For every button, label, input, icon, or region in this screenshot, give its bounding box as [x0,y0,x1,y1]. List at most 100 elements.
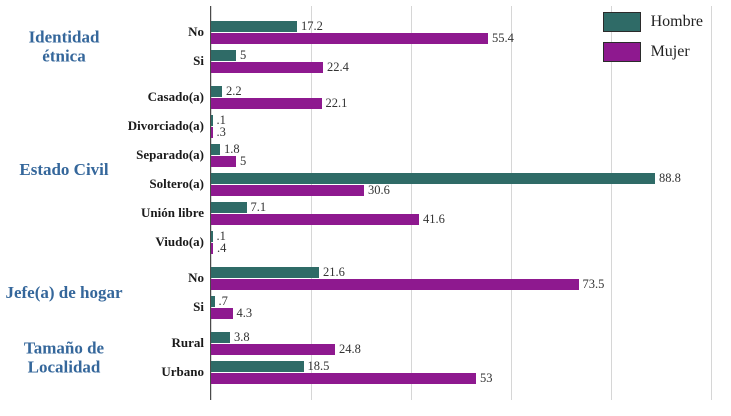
value-label: 3.8 [234,329,250,344]
bar-row: Si 5 22.4 [193,49,711,73]
bar-row: No 21.6 73.5 [188,266,711,290]
bar-hombre: 5 [211,49,711,61]
bar-rect-mujer [211,213,419,225]
value-label: .7 [218,293,228,308]
bar-row: Separado(a) 1.8 5 [136,143,711,167]
bar-row: Divorciado(a) .1.3 [128,114,711,138]
bar-rect-hombre [211,295,215,307]
value-label: 4.3 [236,305,253,320]
value-label: 22.4 [327,59,349,74]
bar-rect-hombre [211,114,213,126]
bar-rect-mujer [211,126,213,138]
category-label: Casado(a) [147,89,204,104]
legend-label-hombre: Hombre [650,13,703,30]
bar-rect-mujer [211,343,335,355]
bar-hombre: 2.2 [211,85,711,97]
value-label: .3 [216,124,226,139]
bar-mujer: 55.4 [211,32,711,44]
bar-hombre: .1 [211,114,711,126]
bar-mujer: 22.4 [211,61,711,73]
legend-swatch-hombre [602,12,641,32]
category-group: Tamaño de Localidad Rural 3.8 24.8 Urbano 18.… [24,331,711,384]
value-label: 24.8 [339,341,361,356]
value-label: 22.1 [325,95,348,110]
bar-rect-mujer [211,97,322,109]
bar-rect-hombre [211,201,247,213]
bar-hombre: .7 [211,295,711,307]
bar-rect-hombre [211,360,304,372]
value-label: 73.5 [582,276,605,291]
section-label: Estado Civil [19,159,109,179]
bar-mujer: 41.6 [211,213,711,225]
value-label: 30.6 [368,182,390,197]
bar-hombre: 18.5 [211,360,711,372]
bar-row: Si .7 4.3 [193,295,711,319]
category-label: Unión libre [141,205,204,220]
value-label: .1 [216,112,226,127]
bar-rect-mujer [211,278,579,290]
legend-item-mujer: Mujer [602,42,703,62]
bar-hombre: 88.8 [211,172,711,184]
value-label: .4 [217,240,227,255]
bar-rect-hombre [211,85,222,97]
bar-row: Viudo(a) .1.4 [155,230,711,255]
legend: Hombre Mujer [602,12,703,62]
value-label: 2.2 [226,83,242,98]
bar-mujer: 30.6 [211,184,711,196]
bar-rect-mujer [211,61,323,73]
value-label: 17.2 [301,18,323,33]
category-label: No [188,24,204,39]
category-label: Rural [171,335,205,350]
legend-item-hombre: Hombre [602,12,703,32]
bar-rect-mujer [211,307,233,319]
bar-hombre: 7.1 [211,201,711,213]
bar-rect-mujer [211,372,476,384]
bar-mujer: 22.1 [211,97,711,109]
category-label: Soltero(a) [149,176,204,191]
category-label: Urbano [161,364,204,379]
bar-hombre: 21.6 [211,266,711,278]
bar-rect-mujer [211,184,364,196]
value-label: 88.8 [659,170,681,185]
bar-row: Rural 3.8 24.8 [172,331,711,355]
bar-mujer: 5 [211,155,711,167]
bar-mujer: .3 [211,126,711,138]
bar-row: Soltero(a) 88.8 30.6 [149,172,711,196]
bar-row: No 17.2 55.4 [188,20,711,44]
bar-row: Urbano 18.5 53 [161,360,711,384]
chart-body: Identidad étnica No 17.2 55.4 Si 5 22.4 Estado … [5,6,712,400]
section-label: Jefe(a) de hogar [5,282,123,302]
bar-hombre: .1 [211,230,711,242]
bar-hombre: 17.2 [211,20,711,32]
bar-row: Unión libre 7.1 41.6 [141,201,711,225]
category-label: Si [193,299,204,314]
bar-rect-mujer [211,155,236,167]
legend-swatch-mujer [602,42,641,62]
category-label: Divorciado(a) [127,118,204,133]
bar-row: Casado(a) 2.2 22.1 [148,85,711,109]
value-label: 5 [240,47,247,62]
value-label: 1.8 [224,141,240,156]
category-label: No [188,270,204,285]
value-label: 21.6 [323,264,345,279]
legend-label-mujer: Mujer [650,43,690,60]
bar-rect-hombre [211,331,230,343]
category-label: Si [193,53,204,68]
value-label: 41.6 [423,211,445,226]
category-group: Jefe(a) de hogar No 21.6 73.5 Si .7 4.3 [5,266,711,319]
value-label: 18.5 [307,358,330,373]
category-label: Viudo(a) [155,234,204,249]
bar-mujer: 73.5 [211,278,711,290]
bar-rect-hombre [211,172,655,184]
bar-hombre: 3.8 [211,331,711,343]
section-label: Tamaño de Localidad [23,337,105,377]
section-label: Identidad étnica [28,26,100,66]
bar-hombre: 1.8 [211,143,711,155]
bar-rect-mujer [211,242,213,254]
bar-rect-hombre [211,20,297,32]
bar-mujer: 4.3 [211,307,711,319]
bar-mujer: 24.8 [211,343,711,355]
value-label: .1 [216,228,226,243]
bar-rect-hombre [211,49,236,61]
